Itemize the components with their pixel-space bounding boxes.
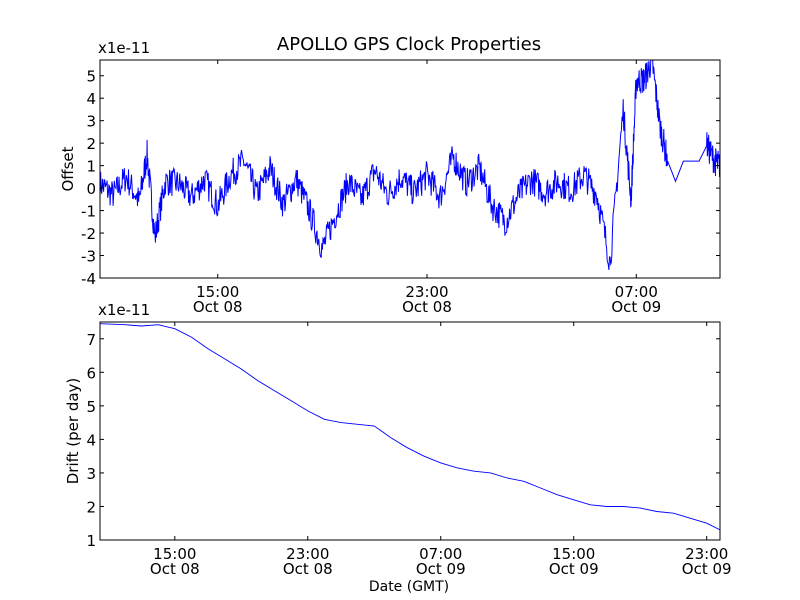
- offset-ytick-label: 5: [86, 68, 96, 86]
- offset-xtick-time: 15:00: [196, 283, 239, 301]
- drift-xtick-date: Oct 08: [283, 560, 333, 578]
- offset-y-axis-label: Offset: [59, 146, 77, 191]
- drift-axes-frame: [99, 321, 721, 541]
- drift-ytick-label: 6: [86, 364, 96, 382]
- offset-xtick-time: 23:00: [405, 283, 448, 301]
- offset-xtick-date: Oct 08: [193, 298, 243, 316]
- drift-y-axis-label: Drift (per day): [64, 378, 82, 485]
- drift-ytick-label: 4: [86, 431, 96, 449]
- drift-series-line: [100, 323, 720, 531]
- drift-ytick-label: 3: [86, 465, 96, 483]
- drift-ytick-label: 1: [86, 532, 96, 550]
- drift-ytick-label: 2: [86, 498, 96, 516]
- drift-xtick-date: Oct 09: [416, 560, 466, 578]
- offset-ytick-label: 1: [86, 158, 96, 176]
- offset-xtick-time: 07:00: [615, 283, 658, 301]
- offset-series-line: [100, 60, 720, 270]
- offset-ytick-label: -2: [81, 225, 96, 243]
- offset-ytick-label: 3: [86, 113, 96, 131]
- offset-xtick-date: Oct 08: [402, 298, 452, 316]
- offset-ytick-label: -3: [81, 248, 96, 266]
- offset-y-multiplier: x1e-11: [98, 39, 150, 57]
- chart-title: APOLLO GPS Clock Properties: [277, 34, 541, 55]
- drift-xtick-time: 23:00: [286, 545, 329, 563]
- drift-ytick-label: 7: [86, 331, 96, 349]
- offset-ytick-label: 4: [86, 90, 96, 108]
- drift-ytick-label: 5: [86, 398, 96, 416]
- drift-xtick-date: Oct 09: [682, 560, 732, 578]
- drift-xtick-time: 07:00: [419, 545, 462, 563]
- drift-xtick-time: 15:00: [552, 545, 595, 563]
- offset-axes-frame: [99, 59, 721, 279]
- drift-xtick-time: 23:00: [685, 545, 728, 563]
- x-axis-label: Date (GMT): [369, 579, 449, 595]
- drift-xtick-date: Oct 09: [549, 560, 599, 578]
- offset-ytick-label: -4: [81, 270, 96, 288]
- offset-ytick-label: -1: [81, 203, 96, 221]
- offset-xtick-date: Oct 09: [611, 298, 661, 316]
- offset-ytick-label: 2: [86, 135, 96, 153]
- offset-ytick-label: 0: [86, 180, 96, 198]
- drift-xtick-date: Oct 08: [150, 560, 200, 578]
- drift-xtick-time: 15:00: [153, 545, 196, 563]
- drift-y-multiplier: x1e-11: [98, 301, 150, 319]
